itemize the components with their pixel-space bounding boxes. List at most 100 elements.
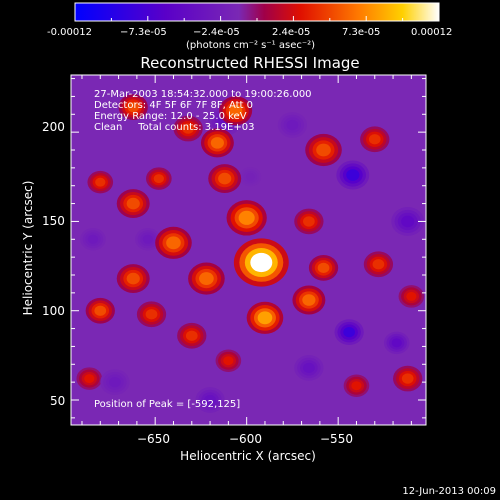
heat-blob (208, 164, 242, 194)
heat-blob (100, 369, 130, 395)
annotation-time-range: 27-Mar-2003 18:54:32.000 to 19:00:26.000 (94, 89, 312, 100)
heat-blob (87, 170, 114, 194)
colorbar-units: (photons cm⁻² s⁻¹ asec⁻²) (186, 40, 315, 51)
heat-contour (84, 374, 95, 384)
heat-blob (226, 200, 267, 236)
heat-contour (401, 215, 415, 228)
heat-blob (383, 331, 410, 355)
annotation-energy-range: Energy Range: 12.0 - 25.0 keV (94, 111, 247, 122)
colorbar-tick-labels: -0.00012 −7.3e-05 −2.4e-05 2.4e-05 7.3e-… (47, 27, 452, 38)
heat-blob (116, 264, 150, 294)
heat-contour (210, 137, 224, 149)
y-tick-label: 100 (42, 304, 65, 318)
heat-blob (239, 167, 262, 187)
annotation-peak-position: Position of Peak = [-592,125] (94, 399, 240, 410)
heat-contour (166, 236, 181, 250)
x-tick-label: −650 (137, 432, 170, 446)
heat-blob (188, 262, 225, 295)
colorbar-tick-label: −2.4e-05 (193, 27, 240, 38)
heat-blob (135, 228, 161, 251)
heat-blob (308, 255, 339, 281)
heat-blob (294, 208, 324, 235)
heat-contour (401, 373, 414, 384)
heat-blob (360, 126, 390, 153)
heat-contour (223, 356, 234, 366)
y-tick-label: 50 (50, 394, 65, 408)
colorbar-tick-label: −7.3e-05 (120, 27, 167, 38)
heat-contour (351, 381, 362, 391)
colorbar-tick-label: -0.00012 (47, 27, 92, 38)
heat-contour (250, 252, 273, 273)
heat-blob (173, 115, 203, 142)
heat-blob (294, 355, 324, 381)
footer-date: 12-Jun-2013 00:09 (402, 486, 496, 497)
y-axis-label: Heliocentric Y (arcsec) (21, 181, 35, 316)
x-axis-label: Heliocentric X (arcsec) (180, 449, 316, 463)
heat-contour (368, 134, 381, 145)
heat-contour (317, 262, 330, 273)
heat-blob (292, 285, 326, 315)
colorbar-ticks (74, 16, 440, 21)
heat-blob (305, 133, 342, 167)
axis-ticks (71, 75, 426, 425)
heat-contour (303, 216, 315, 227)
heat-contour (185, 330, 198, 341)
heat-contour (218, 172, 232, 185)
heat-blob (398, 285, 425, 308)
heat-blob (277, 112, 308, 138)
heat-contour (343, 327, 355, 338)
y-tick-label: 200 (42, 120, 65, 134)
heat-contour (302, 294, 316, 306)
heat-blob (215, 349, 242, 372)
heat-blob (200, 128, 234, 158)
heat-blob (136, 301, 167, 328)
heat-blob (219, 96, 253, 126)
colorbar-tick-label: 2.4e-05 (272, 27, 310, 38)
image-annotations: 27-Mar-2003 18:54:32.000 to 19:00:26.000… (94, 89, 312, 133)
heat-contour (391, 338, 402, 348)
heat-blob (334, 319, 364, 345)
heat-contour (286, 119, 299, 131)
heat-blob (233, 238, 289, 287)
heatmap (76, 94, 425, 413)
heat-contour (199, 272, 214, 286)
heat-contour (406, 291, 417, 301)
x-tick-label: −550 (320, 432, 353, 446)
heat-contour (126, 272, 140, 285)
heat-contour (145, 309, 158, 320)
heat-blob (85, 297, 115, 324)
colorbar-tick-label: 0.00012 (411, 27, 452, 38)
colorbar-tick-label: 7.3e-05 (342, 27, 380, 38)
heat-contour (204, 394, 216, 406)
heat-blob (155, 226, 192, 259)
heat-blob (343, 374, 370, 397)
annotation-clean-counts: Clean Total counts: 3.19E+03 (94, 122, 254, 133)
x-tick-label: −600 (229, 432, 262, 446)
heat-blob (76, 367, 103, 390)
heat-contour (94, 305, 107, 316)
heat-blob (80, 228, 106, 251)
heat-contour (303, 362, 315, 373)
plot-frame (70, 74, 427, 426)
heat-contour (153, 174, 164, 184)
heat-contour (372, 259, 385, 270)
heat-contour (238, 210, 255, 225)
heat-blob (118, 94, 148, 121)
heat-contour (245, 172, 255, 181)
heat-blob (246, 301, 284, 334)
heat-contour (127, 102, 140, 113)
heat-contour (316, 143, 331, 157)
heat-contour (87, 234, 99, 244)
annotation-detectors: Detectors: 4F 5F 6F 7F 8F, Att 0 (94, 100, 253, 111)
heat-contour (346, 169, 360, 181)
heat-contour (95, 177, 106, 187)
heat-blob (146, 167, 172, 190)
heat-contour (229, 104, 243, 117)
heat-contour (109, 377, 121, 388)
chart-title: Reconstructed RHESSI Image (140, 54, 359, 72)
heat-blob (177, 322, 207, 349)
heat-contour (142, 234, 153, 244)
heat-blob (363, 251, 394, 278)
heat-contour (182, 123, 194, 134)
